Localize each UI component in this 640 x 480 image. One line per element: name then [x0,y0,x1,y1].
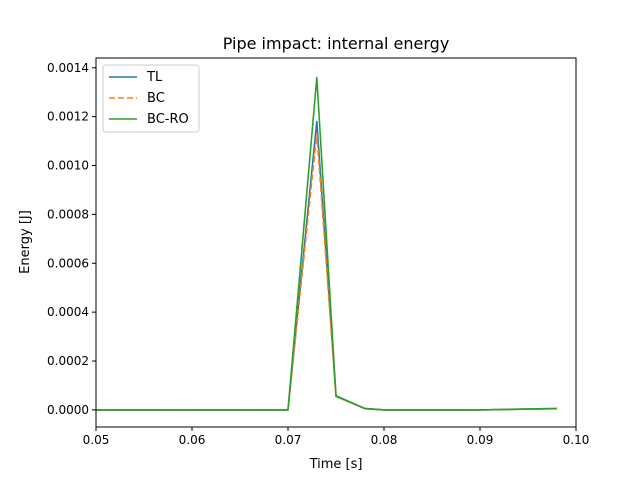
x-tick-label: 0.05 [83,433,110,447]
legend-box [102,64,200,133]
legend-label: BC [147,91,165,106]
series-line-bc-ro [96,76,557,411]
y-axis-ticks: 0.0000 0.0002 0.0004 0.0006 0.0008 0.0010 0.00… [47,61,96,417]
x-tick-label: 0.09 [467,433,494,447]
y-tick-label: 0.0010 [47,159,89,173]
y-tick-label: 0.0006 [47,256,89,270]
y-tick-label: 0.0000 [47,403,89,417]
legend-label: TL [146,70,163,85]
x-tick-label: 0.07 [275,433,302,447]
plot-area [96,76,557,411]
y-tick-label: 0.0004 [47,305,89,319]
x-tick-label: 0.06 [179,433,206,447]
legend: TL BC BC-RO [102,64,200,133]
x-axis-label: Time [s] [309,457,363,472]
y-tick-label: 0.0012 [47,110,89,124]
x-tick-label: 0.10 [563,433,590,447]
y-axis-label: Energy [J] [18,210,33,274]
y-tick-label: 0.0002 [47,354,89,368]
axes-frame [95,57,577,428]
y-tick-label: 0.0008 [47,207,89,221]
y-tick-label: 0.0014 [47,61,89,75]
x-tick-label: 0.08 [371,433,398,447]
chart-title: Pipe impact: internal energy [223,34,450,53]
x-axis-ticks: 0.05 0.06 0.07 0.08 0.09 0.10 [83,427,590,447]
legend-label: BC-RO [147,112,189,127]
